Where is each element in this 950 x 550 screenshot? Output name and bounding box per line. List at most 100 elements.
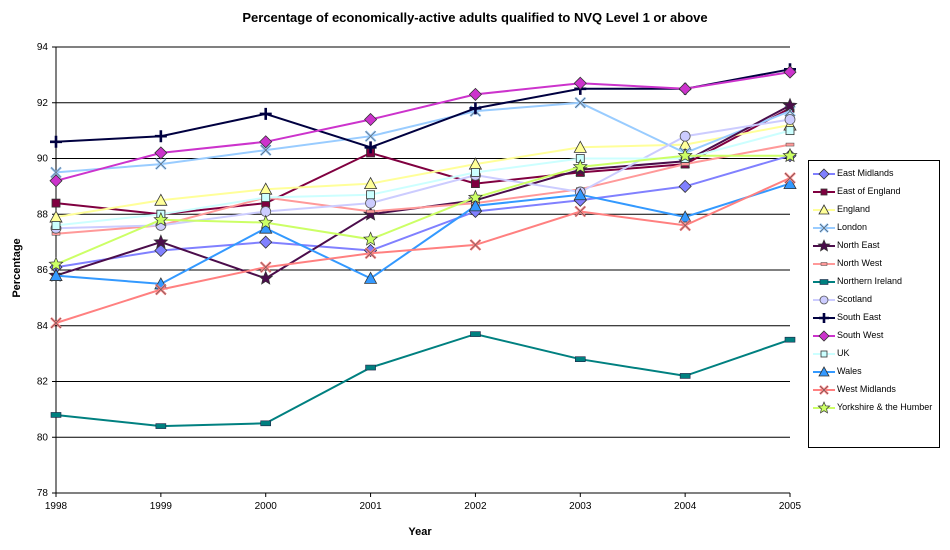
marker-outline xyxy=(260,144,271,156)
series-lines xyxy=(48,63,798,429)
triangle-marker xyxy=(573,140,587,153)
data-point xyxy=(49,268,63,281)
x-tick-label: 2004 xyxy=(674,501,697,512)
data-point xyxy=(155,283,167,296)
square-marker xyxy=(51,220,61,230)
data-point xyxy=(363,176,378,189)
marker-outline xyxy=(50,317,62,329)
data-point xyxy=(677,147,693,163)
marker-outline xyxy=(50,167,62,178)
legend-item: England xyxy=(809,201,939,219)
legend-item: East of England xyxy=(809,183,939,201)
dash-marker xyxy=(680,162,690,166)
circle-marker xyxy=(819,295,829,305)
plus-marker xyxy=(154,130,167,143)
data-point xyxy=(573,140,587,153)
star-marker xyxy=(467,189,483,204)
marker-outline xyxy=(784,172,796,184)
series-line xyxy=(55,182,791,285)
data-point xyxy=(153,211,169,227)
plus-marker xyxy=(819,313,829,323)
square-marker xyxy=(51,198,61,208)
data-point xyxy=(468,199,483,212)
bar-marker xyxy=(260,420,272,427)
square-marker xyxy=(471,168,480,177)
data-point xyxy=(679,219,691,232)
data-point xyxy=(678,82,692,96)
star-marker xyxy=(258,270,274,285)
bar-marker xyxy=(784,336,796,343)
legend-item: UK xyxy=(809,345,939,363)
legend-label: West Midlands xyxy=(837,384,896,394)
series-line xyxy=(55,71,791,182)
circle-marker xyxy=(784,114,796,125)
data-point xyxy=(259,107,272,120)
triangle-marker xyxy=(818,366,830,377)
y-tick-label: 94 xyxy=(37,42,49,53)
legend-label: East of England xyxy=(837,186,901,196)
data-point xyxy=(783,65,797,79)
triangle-marker xyxy=(363,176,378,189)
x-tick-label: 1999 xyxy=(150,501,173,512)
legend-label: London xyxy=(837,222,868,232)
data-point xyxy=(573,187,587,201)
legend-swatch xyxy=(813,204,835,215)
data-point xyxy=(48,256,64,271)
data-point xyxy=(678,210,692,223)
legend-item: South West xyxy=(809,327,939,345)
star-marker xyxy=(782,147,798,163)
x-tick-label: 1998 xyxy=(45,501,68,512)
data-point xyxy=(785,142,795,147)
plus-marker xyxy=(364,141,377,154)
legend-swatch xyxy=(813,330,835,342)
legend-item: Wales xyxy=(809,363,939,381)
legend-item: Northern Ireland xyxy=(809,273,939,291)
data-point xyxy=(364,141,377,154)
series-yorkshire-the-humber xyxy=(48,147,798,271)
legend-swatch xyxy=(813,168,835,180)
legend-swatch xyxy=(813,223,835,233)
legend-item: East Midlands xyxy=(809,165,939,183)
data-point xyxy=(366,190,375,200)
data-point xyxy=(49,174,63,188)
marker-outline xyxy=(819,223,829,233)
data-point xyxy=(470,331,481,337)
marker-outline xyxy=(155,158,167,170)
data-point xyxy=(782,97,798,112)
data-point xyxy=(680,162,690,166)
data-point xyxy=(679,130,691,142)
legend-swatch xyxy=(813,262,835,266)
data-point xyxy=(679,373,691,379)
data-point xyxy=(573,76,587,90)
legend-item: Scotland xyxy=(809,291,939,309)
legend-label: East Midlands xyxy=(837,168,894,178)
data-point xyxy=(784,114,796,125)
legend-label: Northern Ireland xyxy=(837,276,903,286)
legend-swatch xyxy=(813,366,835,377)
data-point xyxy=(364,130,377,143)
data-point xyxy=(51,198,61,208)
series-northern-ireland xyxy=(50,331,796,429)
data-point xyxy=(783,176,797,189)
data-point xyxy=(365,197,376,209)
x-tick-label: 2005 xyxy=(779,501,802,512)
legend-item: North East xyxy=(809,237,939,255)
legend-item: North West xyxy=(809,255,939,273)
diamond-marker xyxy=(259,135,273,149)
marker-outline xyxy=(575,97,586,108)
chart-title: Percentage of economically-active adults… xyxy=(242,10,708,25)
data-point xyxy=(782,147,798,163)
legend-item: Yorkshire & the Humber xyxy=(809,399,939,417)
data-point xyxy=(260,420,272,427)
data-point xyxy=(259,135,273,149)
bar-marker xyxy=(679,373,691,379)
data-point xyxy=(467,189,483,204)
data-point xyxy=(259,261,272,274)
data-point xyxy=(574,205,587,218)
data-point xyxy=(363,231,379,246)
plus-marker xyxy=(469,102,482,115)
square-marker xyxy=(820,188,828,196)
legend-swatch xyxy=(813,401,835,414)
bar-marker xyxy=(470,331,481,337)
legend-label: North East xyxy=(837,240,880,250)
